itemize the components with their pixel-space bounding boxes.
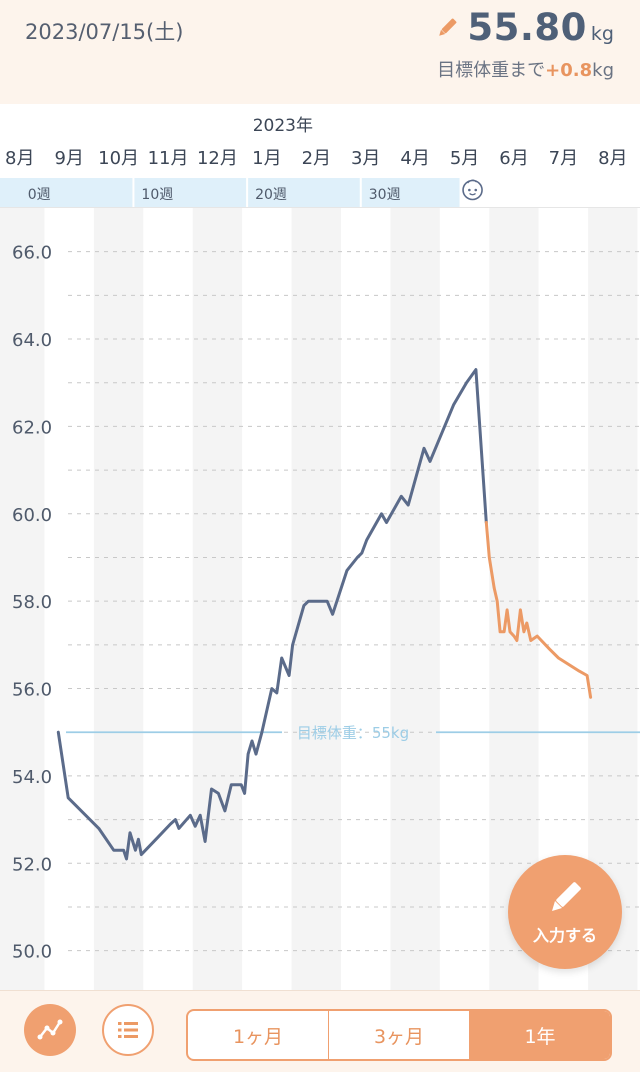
week-tick-label: 30週	[369, 187, 401, 203]
y-tick-label: 54.0	[12, 767, 52, 788]
weight-unit: kg	[590, 23, 614, 45]
target-diff: +0.8	[545, 60, 593, 81]
month-tick-label: 8月	[5, 148, 34, 169]
month-tick-label: 8月	[598, 148, 627, 169]
month-tick-label: 5月	[450, 148, 479, 169]
input-fab-label: 入力する	[532, 926, 597, 945]
target-remaining: 目標体重まで+0.8kg	[437, 56, 614, 82]
pregnancy-week-band	[0, 178, 460, 208]
footer-bar: 1ヶ月 3ヶ月 1年	[0, 990, 640, 1072]
month-column-bg	[390, 208, 440, 990]
pencil-icon	[439, 18, 457, 36]
month-tick-label: 4月	[400, 148, 429, 169]
pencil-icon	[552, 882, 581, 911]
month-tick-label: 2月	[302, 148, 331, 169]
target-line-label: 目標体重：55kg	[297, 724, 409, 742]
month-column-bg	[0, 208, 45, 990]
month-column-bg	[44, 208, 94, 990]
month-tick-label: 6月	[499, 148, 528, 169]
y-tick-label: 52.0	[12, 854, 52, 875]
month-tick-label: 3月	[351, 148, 380, 169]
input-fab-button[interactable]: 入力する	[508, 855, 622, 969]
year-label: 2023年	[253, 116, 313, 136]
month-column-bg	[143, 208, 193, 990]
target-unit: kg	[592, 60, 614, 81]
axis-header-border	[0, 207, 640, 208]
period-segmented-control: 1ヶ月 3ヶ月 1年	[186, 1009, 612, 1061]
month-column-bg	[291, 208, 342, 990]
month-tick-label: 10月	[98, 148, 139, 169]
month-column-bg	[93, 208, 144, 990]
weight-chart: 66.0 64.0 62.0 60.0 58.0 56.0 54.0 52.0 50.0 2023…	[0, 104, 640, 990]
y-tick-label: 60.0	[12, 505, 52, 526]
month-column-bg	[192, 208, 243, 990]
month-tick-label: 1月	[252, 148, 281, 169]
y-tick-label: 58.0	[12, 592, 52, 613]
month-column-bg	[341, 208, 391, 990]
baby-icon	[462, 179, 483, 201]
line-graph-icon	[37, 1019, 63, 1040]
month-tick-label: 11月	[148, 148, 189, 169]
y-tick-label: 64.0	[12, 330, 52, 351]
target-prefix: 目標体重まで	[437, 60, 546, 81]
month-column-bg	[242, 208, 292, 990]
series-line-postpartum	[484, 521, 593, 699]
week-tick-label: 0週	[28, 187, 51, 203]
current-date[interactable]: 2023/07/15(土)	[25, 20, 184, 44]
graph-view-button[interactable]	[24, 1004, 76, 1056]
tab-3-months[interactable]: 3ヶ月	[329, 1011, 470, 1059]
month-tick-label: 9月	[54, 148, 83, 169]
list-icon	[118, 1022, 138, 1038]
y-tick-label: 66.0	[12, 243, 52, 264]
weight-value: 55.80	[467, 6, 587, 49]
y-tick-label: 62.0	[12, 417, 52, 438]
current-weight-display[interactable]: 55.80 kg	[435, 6, 614, 49]
month-column-bg	[588, 208, 638, 990]
y-tick-label: 56.0	[12, 680, 52, 701]
week-tick-label: 20週	[255, 187, 287, 203]
series-line-pregnancy	[56, 368, 488, 861]
weight-chart-area[interactable]: 66.0 64.0 62.0 60.0 58.0 56.0 54.0 52.0 50.0 2023…	[0, 104, 640, 990]
month-column-bg	[439, 208, 490, 990]
list-view-button[interactable]	[102, 1004, 154, 1056]
tab-1-month[interactable]: 1ヶ月	[188, 1011, 329, 1059]
header: 2023/07/15(土) 55.80 kg 目標体重まで+0.8kg	[0, 0, 640, 104]
week-tick-label: 10週	[141, 187, 173, 203]
month-tick-label: 12月	[197, 148, 238, 169]
month-tick-label: 7月	[549, 148, 578, 169]
y-tick-label: 50.0	[12, 942, 52, 963]
tab-1-year[interactable]: 1年	[470, 1011, 610, 1059]
